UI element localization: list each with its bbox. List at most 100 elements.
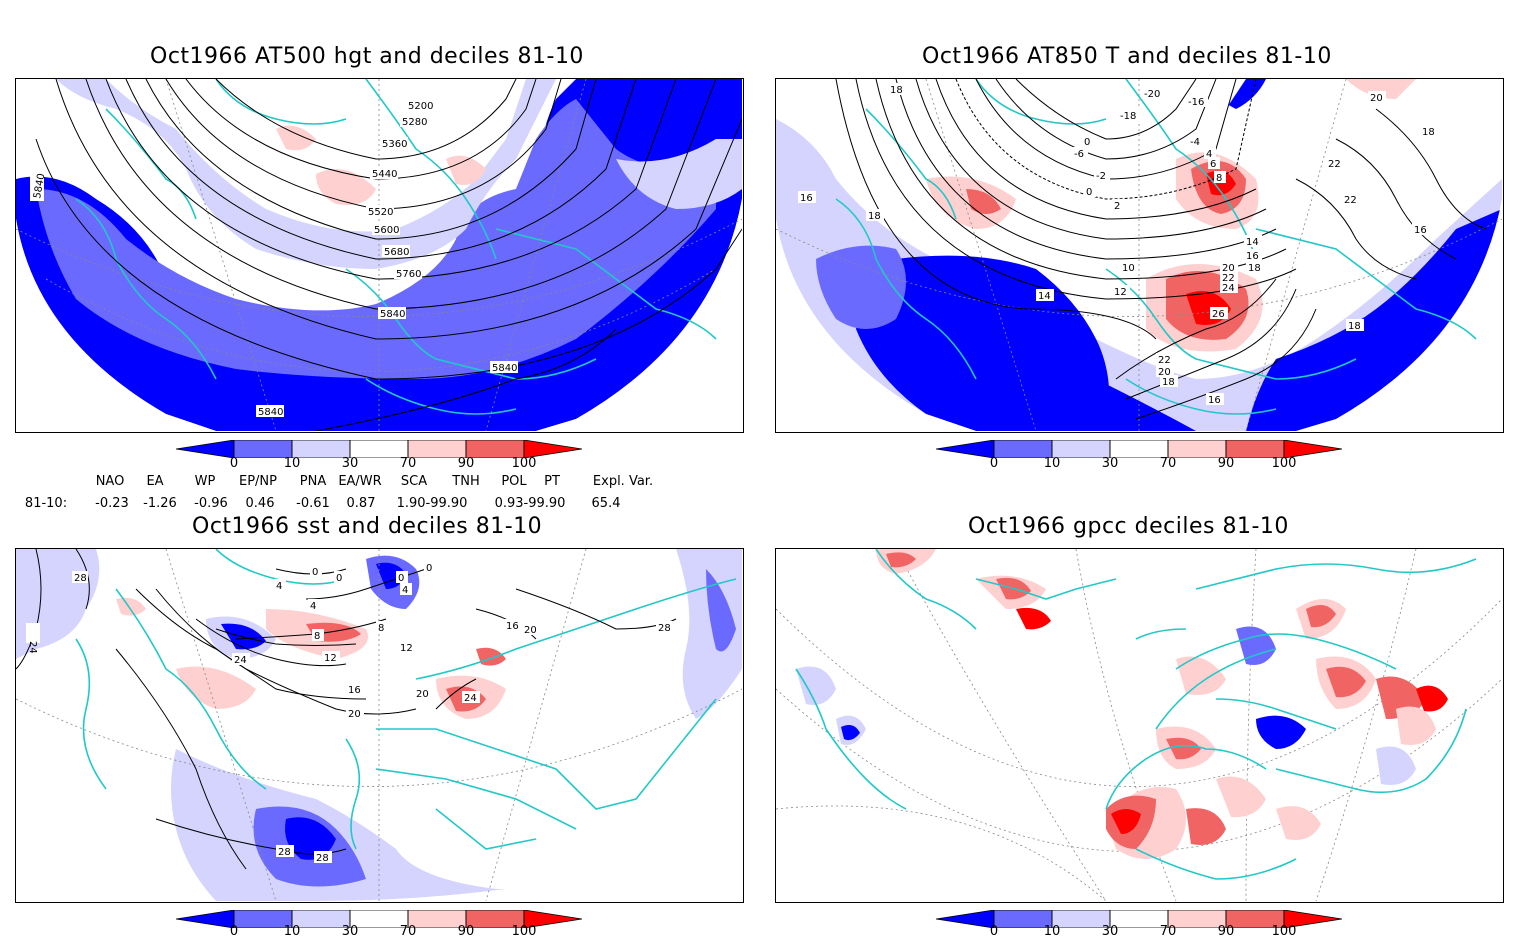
svg-text:26: 26 — [1212, 309, 1225, 320]
index-value-row: 81-10: -0.23 -1.26 -0.96 0.46 -0.61 0.87… — [0, 496, 760, 512]
svg-text:24: 24 — [234, 655, 247, 666]
coastlines — [75, 79, 717, 415]
colorbar-tick: 100 — [1271, 924, 1297, 939]
svg-text:6: 6 — [1210, 159, 1216, 170]
svg-text:-6: -6 — [1074, 149, 1084, 160]
index-value: 0.46 — [245, 496, 275, 511]
svg-text:5840: 5840 — [258, 407, 283, 418]
map-panel-t850: -20 -16 -18 -6 0 -4 -2 0 2 4 6 8 16 18 1… — [775, 78, 1504, 433]
index-value: -0.61 — [296, 496, 330, 511]
colorbar-tick: 30 — [341, 456, 359, 471]
contour-label: 6 — [1208, 157, 1220, 170]
contour-label: 22 — [1342, 193, 1360, 206]
index-value: 0.87 — [346, 496, 376, 511]
colorbar-gpcc: 0 10 30 70 90 100 — [935, 909, 1346, 940]
contour-label: -18 — [1118, 109, 1140, 122]
index-value: 65.4 — [591, 496, 621, 511]
colorbar-swatches — [175, 909, 583, 929]
svg-text:20: 20 — [1158, 367, 1171, 378]
svg-text:10: 10 — [1122, 263, 1135, 274]
svg-text:-18: -18 — [1120, 111, 1136, 122]
contour-label: 14 — [1244, 235, 1262, 248]
contour-label: 28 — [72, 571, 88, 584]
svg-text:22: 22 — [1328, 159, 1341, 170]
svg-text:20: 20 — [416, 689, 429, 700]
svg-text:5440: 5440 — [372, 169, 397, 180]
svg-text:18: 18 — [1162, 377, 1175, 388]
svg-text:5600: 5600 — [374, 225, 399, 236]
colorbar-tick: 30 — [1101, 924, 1119, 939]
svg-text:8: 8 — [378, 623, 384, 634]
contour-label: 20 — [522, 623, 540, 636]
index-header: PT — [544, 474, 560, 489]
decile-region-10-30-b — [816, 245, 906, 329]
decile-patches-gpcc — [796, 549, 1448, 859]
contour-label: -6 — [1072, 147, 1088, 160]
contour-label: 20 — [1156, 365, 1174, 378]
decile-region-70-90b — [276, 125, 316, 151]
svg-text:-20: -20 — [1144, 89, 1160, 100]
contour-label: 18 — [1160, 375, 1178, 388]
svg-text:2: 2 — [1114, 201, 1120, 212]
svg-text:16: 16 — [1246, 251, 1259, 262]
svg-text:28: 28 — [74, 573, 87, 584]
teleconnection-index-table: NAO EA WP EP/NP PNA EA/WR SCA TNH POL PT… — [0, 474, 760, 514]
contour-label: 5680 — [382, 245, 410, 258]
svg-text:16: 16 — [348, 685, 361, 696]
colorbar-tick: 100 — [511, 924, 537, 939]
contour-label: 4 — [1204, 147, 1216, 160]
svg-text:5200: 5200 — [408, 101, 433, 112]
contour-label: 16 — [504, 619, 522, 632]
contour-label: 16 — [1206, 393, 1224, 406]
colorbar-swatch — [935, 439, 995, 459]
svg-text:5680: 5680 — [384, 247, 409, 258]
svg-text:28: 28 — [278, 847, 291, 858]
contour-labels-sst: 28 24 4 0 0 0 0 4 4 8 8 12 16 20 24 20 2… — [26, 561, 674, 864]
svg-text:18: 18 — [868, 211, 881, 222]
svg-text:5280: 5280 — [402, 117, 427, 128]
svg-text:16: 16 — [506, 621, 519, 632]
svg-text:20: 20 — [1370, 93, 1383, 104]
contour-label: 16 — [1412, 223, 1430, 236]
svg-text:24: 24 — [1222, 283, 1235, 294]
svg-text:0: 0 — [312, 567, 318, 578]
colorbar-swatch — [935, 909, 995, 929]
svg-text:14: 14 — [1246, 237, 1259, 248]
decile-region-10-30-b — [706, 569, 736, 652]
contour-label: -20 — [1142, 87, 1164, 100]
contour-label: 8 — [1214, 171, 1226, 184]
map-gpcc-svg — [776, 549, 1502, 901]
svg-text:14: 14 — [1038, 291, 1051, 302]
svg-text:5840: 5840 — [492, 363, 517, 374]
colorbar-tick: 0 — [989, 924, 999, 939]
index-header: EP/NP — [239, 474, 277, 489]
colorbar-tick: 0 — [229, 924, 239, 939]
index-header: PNA — [299, 474, 327, 489]
contour-label: 24 — [26, 623, 40, 654]
svg-text:5520: 5520 — [368, 207, 393, 218]
decile-region-low-b — [1096, 379, 1196, 431]
svg-text:0: 0 — [426, 563, 432, 574]
colorbar-tick: 100 — [511, 456, 537, 471]
contour-label: 28 — [656, 621, 674, 634]
contour-label: 10 — [1120, 261, 1138, 274]
svg-text:16: 16 — [800, 193, 813, 204]
svg-text:4: 4 — [1206, 149, 1212, 160]
svg-text:8: 8 — [1216, 173, 1222, 184]
svg-text:0: 0 — [1086, 187, 1092, 198]
contour-label: 5440 — [370, 167, 398, 180]
index-header: EA/WR — [338, 474, 382, 489]
colorbar-tick: 30 — [341, 924, 359, 939]
panel-title-sst: Oct1966 sst and deciles 81-10 — [192, 514, 543, 539]
contour-label: 4 — [308, 599, 320, 612]
contour-label: 5840 — [490, 361, 518, 374]
colorbar-tick: 90 — [1217, 924, 1235, 939]
contour-label: 8 — [376, 621, 388, 634]
contour-label: 0 — [396, 571, 408, 584]
contour-label: 5360 — [380, 137, 408, 150]
index-value: -0.23 — [95, 496, 129, 511]
graticule — [16, 549, 742, 901]
svg-text:5840: 5840 — [380, 309, 405, 320]
index-header: EA — [146, 474, 164, 489]
colorbar-tick: 70 — [399, 924, 417, 939]
